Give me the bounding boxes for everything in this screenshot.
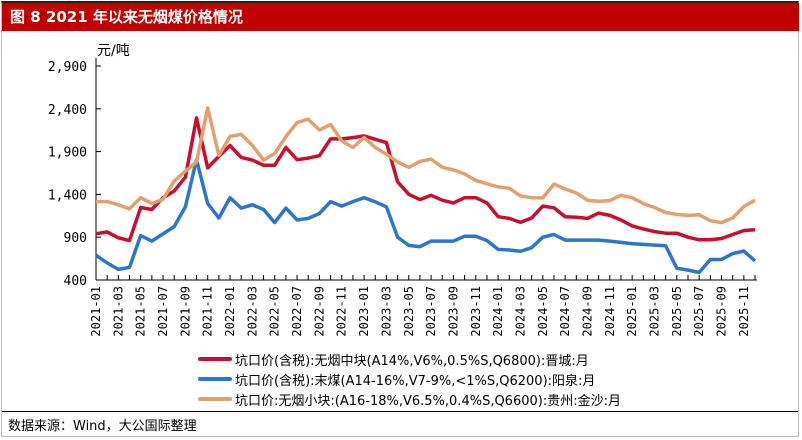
x-tick-label: 2023-09 bbox=[446, 286, 460, 337]
y-tick-label: 1,400 bbox=[48, 188, 87, 203]
legend-label: 坑口价:无烟小块:(A16-18%,V6.5%,0.4%S,Q6600):贵州:… bbox=[235, 393, 621, 409]
x-tick-label: 2021-11 bbox=[201, 286, 215, 337]
x-tick-label: 2025-01 bbox=[625, 286, 639, 337]
x-tick-label: 2023-05 bbox=[402, 286, 416, 337]
figure-title: 图 8 2021 年以来无烟煤价格情况 bbox=[10, 8, 243, 26]
x-tick-label: 2022-11 bbox=[335, 286, 349, 337]
x-tick-label: 2023-07 bbox=[424, 286, 438, 337]
x-tick-label: 2023-03 bbox=[379, 286, 393, 337]
legend-item-guizhou: 坑口价:无烟小块:(A16-18%,V6.5%,0.4%S,Q6600):贵州:… bbox=[198, 389, 621, 409]
x-tick-label: 2022-05 bbox=[268, 286, 282, 337]
x-tick-label: 2021-09 bbox=[178, 286, 192, 337]
x-tick-label: 2022-07 bbox=[290, 286, 304, 337]
x-tick-label: 2021-03 bbox=[111, 286, 125, 337]
x-tick-label: 2021-05 bbox=[134, 286, 148, 337]
x-tick-label: 2024-03 bbox=[513, 286, 527, 337]
legend-swatch bbox=[198, 377, 232, 381]
x-tick-label: 2021-07 bbox=[156, 286, 170, 337]
x-tick-label: 2022-01 bbox=[223, 286, 237, 337]
series-line-0 bbox=[95, 116, 756, 243]
x-tick-label: 2021-01 bbox=[89, 286, 103, 337]
legend-swatch bbox=[198, 397, 232, 401]
x-tick-label: 2024-01 bbox=[491, 286, 505, 337]
y-tick-label: 400 bbox=[64, 274, 87, 289]
footer-divider bbox=[2, 411, 798, 412]
x-tick-label: 2022-09 bbox=[312, 286, 326, 337]
x-tick-label: 2025-11 bbox=[737, 286, 751, 337]
x-tick-label: 2022-03 bbox=[245, 286, 259, 337]
source-note: 数据来源：Wind，大公国际整理 bbox=[8, 419, 197, 434]
legend-item-jincheng: 坑口价(含税):无烟中块(A14%,V6%,0.5%S,Q6800):晋城:月 bbox=[198, 349, 621, 369]
y-tick-label: 2,400 bbox=[48, 103, 87, 118]
legend-swatch bbox=[198, 357, 232, 361]
y-tick-label: 1,900 bbox=[48, 146, 87, 161]
x-tick-label: 2024-11 bbox=[603, 286, 617, 337]
legend: 坑口价(含税):无烟中块(A14%,V6%,0.5%S,Q6800):晋城:月 … bbox=[198, 349, 621, 409]
x-tick-label: 2023-11 bbox=[469, 286, 483, 337]
x-tick-label: 2024-09 bbox=[580, 286, 594, 337]
x-tick-label: 2025-07 bbox=[692, 286, 706, 337]
y-axis-unit-label: 元/吨 bbox=[97, 43, 130, 59]
y-tick-label: 900 bbox=[64, 231, 87, 246]
legend-label: 坑口价(含税):末煤(A14-16%,V7-9%,<1%S,Q6200):阳泉:… bbox=[235, 373, 596, 389]
y-tick-label: 2,900 bbox=[48, 60, 87, 75]
legend-item-yangquan: 坑口价(含税):末煤(A14-16%,V7-9%,<1%S,Q6200):阳泉:… bbox=[198, 369, 621, 389]
series-line-2 bbox=[96, 106, 756, 225]
figure-title-bar: 图 8 2021 年以来无烟煤价格情况 bbox=[2, 3, 799, 31]
x-tick-label: 2025-09 bbox=[715, 286, 729, 337]
x-tick-label: 2025-05 bbox=[670, 286, 684, 337]
x-tick-label: 2023-01 bbox=[357, 286, 371, 337]
x-tick-label: 2024-05 bbox=[536, 286, 550, 337]
x-tick-label: 2025-03 bbox=[648, 286, 662, 337]
x-tick-label: 2024-07 bbox=[558, 286, 572, 337]
series-line-1 bbox=[95, 157, 757, 275]
legend-label: 坑口价(含税):无烟中块(A14%,V6%,0.5%S,Q6800):晋城:月 bbox=[235, 353, 589, 369]
